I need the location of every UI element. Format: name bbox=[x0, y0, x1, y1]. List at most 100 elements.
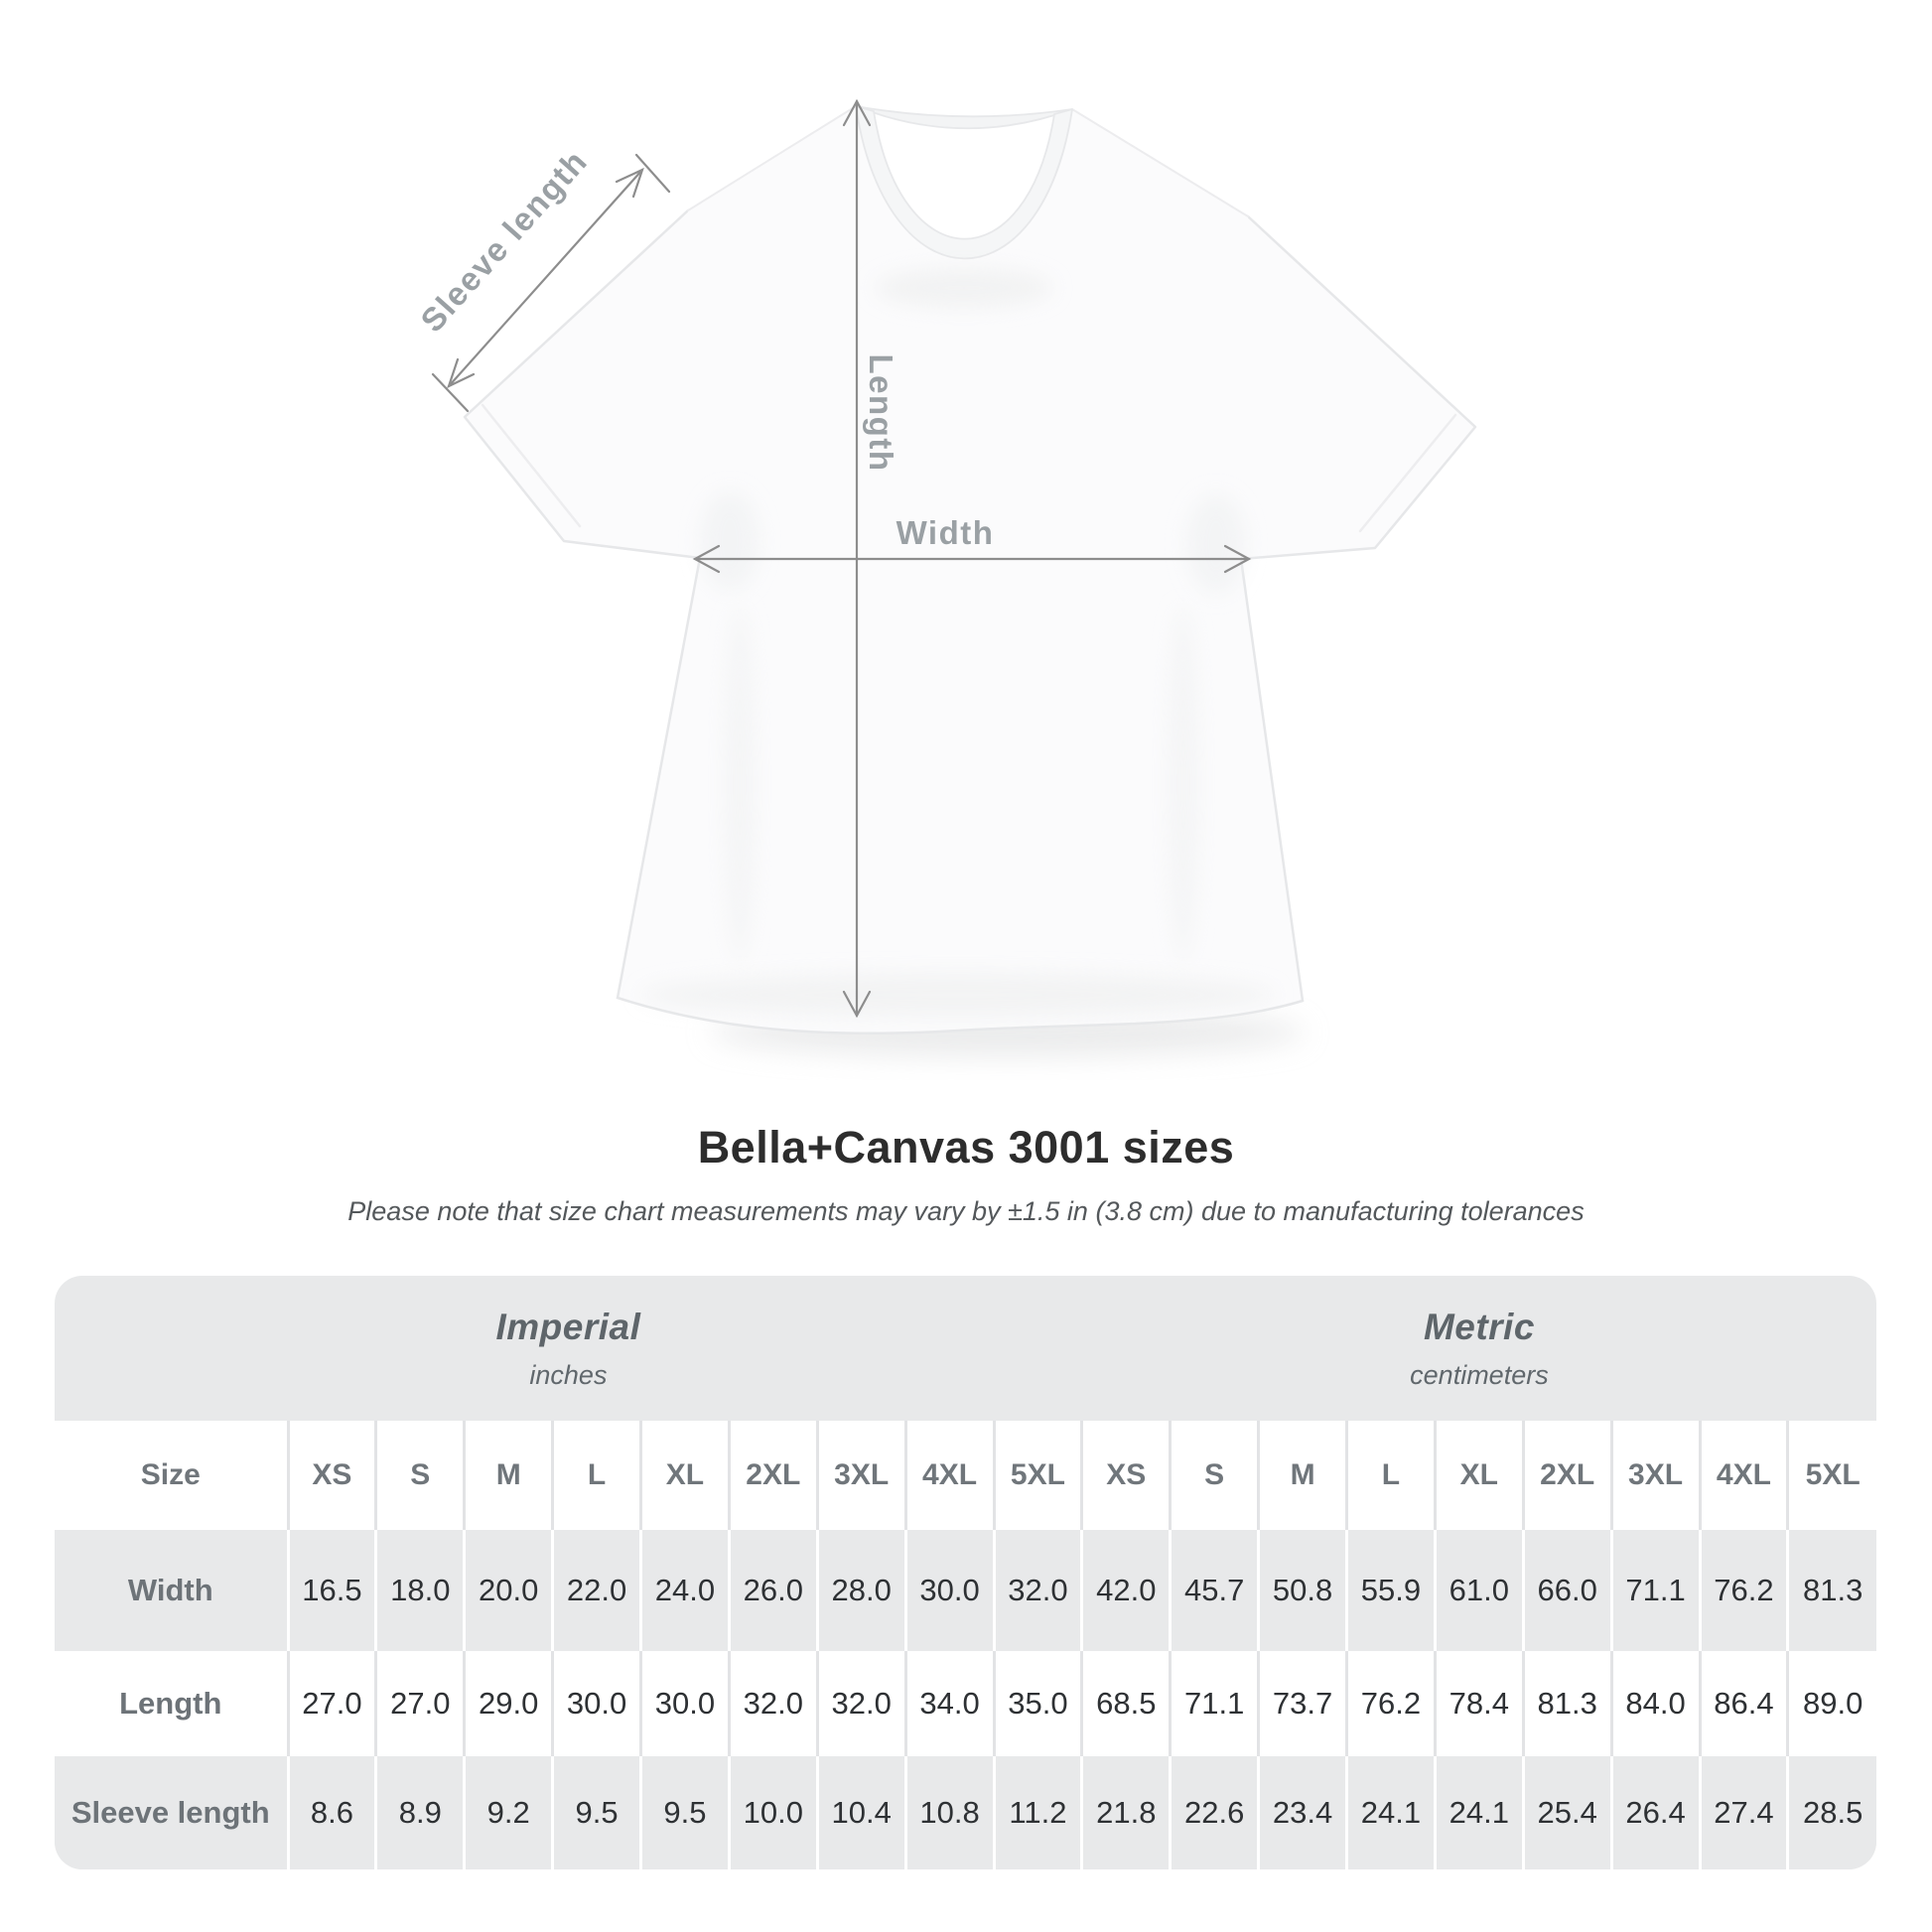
value-cell: 89.0 bbox=[1786, 1651, 1876, 1756]
value-cell: 24.0 bbox=[639, 1530, 730, 1651]
size-col-header: M bbox=[1257, 1421, 1347, 1530]
size-header-row: Size XS S M L XL 2XL 3XL 4XL 5XL XS S M … bbox=[55, 1421, 1876, 1530]
value-cell: 18.0 bbox=[374, 1530, 465, 1651]
metric-label: Metric bbox=[1423, 1306, 1535, 1347]
value-cell: 78.4 bbox=[1433, 1651, 1524, 1756]
size-col-header: 3XL bbox=[815, 1421, 906, 1530]
value-cell: 24.1 bbox=[1345, 1756, 1436, 1869]
size-col-header: XS bbox=[286, 1421, 376, 1530]
value-cell: 27.4 bbox=[1698, 1756, 1788, 1869]
size-table-grid: Imperial inches Metric centimeters Size … bbox=[55, 1276, 1876, 1869]
length-label: Length bbox=[863, 354, 899, 473]
size-col-header: L bbox=[551, 1421, 641, 1530]
imperial-group-header: Imperial inches bbox=[55, 1276, 1082, 1421]
value-cell: 45.7 bbox=[1169, 1530, 1259, 1651]
value-cell: 29.0 bbox=[463, 1651, 553, 1756]
size-header-label: Size bbox=[140, 1458, 201, 1491]
value-cell: 8.9 bbox=[374, 1756, 465, 1869]
tshirt-diagram: Sleeve length Length Width bbox=[413, 98, 1477, 1056]
value-cell: 71.1 bbox=[1609, 1530, 1700, 1651]
cuff-lines bbox=[481, 403, 1457, 533]
hem-shadow bbox=[640, 973, 1276, 1017]
value-cell: 35.0 bbox=[992, 1651, 1082, 1756]
value-cell: 8.6 bbox=[286, 1756, 376, 1869]
value-cell: 84.0 bbox=[1609, 1651, 1700, 1756]
value-cell: 28.0 bbox=[815, 1530, 906, 1651]
value-cell: 26.4 bbox=[1609, 1756, 1700, 1869]
value-cell: 28.5 bbox=[1786, 1756, 1876, 1869]
right-fold-shadow bbox=[1168, 606, 1199, 963]
shoulder-seams bbox=[687, 105, 1249, 217]
value-cell: 9.5 bbox=[551, 1756, 641, 1869]
value-cell: 76.2 bbox=[1698, 1530, 1788, 1651]
tolerance-note: Please note that size chart measurements… bbox=[347, 1196, 1585, 1226]
collar-band bbox=[855, 105, 1073, 260]
value-cell: 76.2 bbox=[1345, 1651, 1436, 1756]
size-col-header: 4XL bbox=[1698, 1421, 1788, 1530]
value-cell: 21.8 bbox=[1080, 1756, 1171, 1869]
value-cell: 81.3 bbox=[1786, 1530, 1876, 1651]
size-col-header: 3XL bbox=[1609, 1421, 1700, 1530]
value-cell: 22.0 bbox=[551, 1530, 641, 1651]
table-row-length: Length 27.0 27.0 29.0 30.0 30.0 32.0 32.… bbox=[55, 1651, 1876, 1756]
value-cell: 34.0 bbox=[903, 1651, 994, 1756]
value-cell: 27.0 bbox=[374, 1651, 465, 1756]
value-cell: 55.9 bbox=[1345, 1530, 1436, 1651]
size-col-header: 5XL bbox=[992, 1421, 1082, 1530]
left-fold-shadow bbox=[724, 606, 756, 963]
sleeve-length-label: Sleeve length bbox=[413, 142, 594, 339]
imperial-unit-label: inches bbox=[529, 1359, 608, 1390]
size-col-header: M bbox=[463, 1421, 553, 1530]
value-cell: 9.2 bbox=[463, 1756, 553, 1869]
value-cell: 32.0 bbox=[815, 1651, 906, 1756]
collar-shadow bbox=[875, 268, 1053, 308]
value-cell: 68.5 bbox=[1080, 1651, 1171, 1756]
row-label: Sleeve length bbox=[70, 1795, 270, 1830]
width-label: Width bbox=[897, 514, 995, 551]
size-col-header: XL bbox=[1433, 1421, 1524, 1530]
value-cell: 30.0 bbox=[551, 1651, 641, 1756]
value-cell: 10.4 bbox=[815, 1756, 906, 1869]
value-cell: 66.0 bbox=[1521, 1530, 1612, 1651]
width-arrow bbox=[692, 544, 1252, 574]
value-cell: 32.0 bbox=[992, 1530, 1082, 1651]
row-label: Length bbox=[119, 1686, 222, 1721]
value-cell: 10.8 bbox=[903, 1756, 994, 1869]
imperial-label: Imperial bbox=[495, 1306, 641, 1347]
size-col-header: 2XL bbox=[1521, 1421, 1612, 1530]
size-col-header: L bbox=[1345, 1421, 1436, 1530]
size-col-header: XL bbox=[639, 1421, 730, 1530]
value-cell: 9.5 bbox=[639, 1756, 730, 1869]
left-armpit-shadow bbox=[700, 491, 759, 591]
value-cell: 10.0 bbox=[727, 1756, 818, 1869]
value-cell: 30.0 bbox=[903, 1530, 994, 1651]
value-cell: 23.4 bbox=[1257, 1756, 1347, 1869]
collar-back bbox=[855, 105, 1073, 130]
value-cell: 16.5 bbox=[286, 1530, 376, 1651]
tshirt-body bbox=[618, 106, 1303, 1034]
value-cell: 71.1 bbox=[1169, 1651, 1259, 1756]
value-cell: 24.1 bbox=[1433, 1756, 1524, 1869]
table-row-sleeve-length: Sleeve length 8.6 8.9 9.2 9.5 9.5 10.0 1… bbox=[55, 1756, 1876, 1869]
value-cell: 32.0 bbox=[727, 1651, 818, 1756]
size-col-header: XS bbox=[1080, 1421, 1171, 1530]
value-cell: 11.2 bbox=[992, 1756, 1082, 1869]
value-cell: 73.7 bbox=[1257, 1651, 1347, 1756]
tshirt-outline bbox=[616, 556, 1305, 1035]
row-label: Width bbox=[127, 1573, 213, 1607]
value-cell: 61.0 bbox=[1433, 1530, 1524, 1651]
value-cell: 26.0 bbox=[727, 1530, 818, 1651]
value-cell: 30.0 bbox=[639, 1651, 730, 1756]
sleeve-length-arrow bbox=[431, 153, 671, 413]
value-cell: 25.4 bbox=[1521, 1756, 1612, 1869]
size-col-header: 4XL bbox=[903, 1421, 994, 1530]
value-cell: 81.3 bbox=[1521, 1651, 1612, 1756]
page-title: Bella+Canvas 3001 sizes bbox=[697, 1122, 1235, 1173]
value-cell: 42.0 bbox=[1080, 1530, 1171, 1651]
right-armpit-shadow bbox=[1186, 494, 1246, 594]
table-row-width: Width 16.5 18.0 20.0 22.0 24.0 26.0 28.0… bbox=[55, 1530, 1876, 1651]
value-cell: 22.6 bbox=[1169, 1756, 1259, 1869]
unit-group-row: Imperial inches Metric centimeters bbox=[55, 1276, 1876, 1421]
size-col-header: S bbox=[1169, 1421, 1259, 1530]
